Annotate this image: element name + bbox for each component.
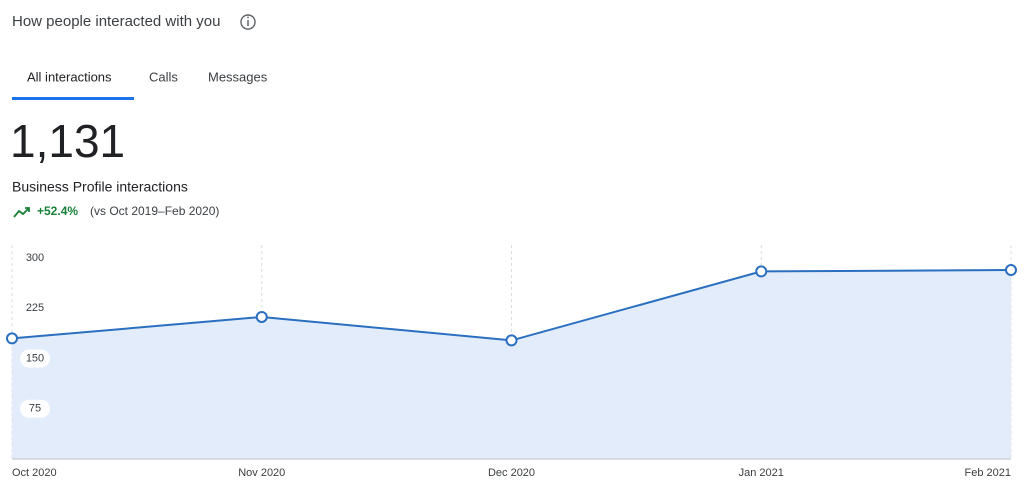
total-label: Business Profile interactions xyxy=(12,179,188,195)
y-tick-label: 150 xyxy=(26,352,44,364)
tab[interactable]: Messages xyxy=(208,69,268,84)
tick-label-bg xyxy=(20,249,50,267)
x-tick-label: Feb 2021 xyxy=(965,467,1011,479)
tab[interactable]: Calls xyxy=(149,69,178,84)
y-tick-label: 75 xyxy=(29,403,41,415)
y-tick-label: 300 xyxy=(26,252,44,264)
tick-label-bg xyxy=(20,349,50,368)
tick-label-bg xyxy=(20,299,50,318)
x-tick-label: Nov 2020 xyxy=(238,467,285,479)
x-tick-label: Dec 2020 xyxy=(488,467,535,479)
point xyxy=(505,334,518,347)
tab-indicator xyxy=(12,97,134,100)
change: +52.4% xyxy=(37,204,78,218)
comparison: (vs Oct 2019–Feb 2020) xyxy=(90,204,219,218)
point xyxy=(1005,264,1017,277)
x-tick-label: Oct 2020 xyxy=(12,467,57,479)
section-title: How people interacted with you xyxy=(12,13,220,30)
tick-label-bg xyxy=(20,399,50,418)
y-tick-label: 225 xyxy=(26,302,44,314)
chart: 75 150 225 300 Oct 2020 Nov 2020 Dec 2020 Jan 2… xyxy=(6,245,1017,479)
point xyxy=(755,265,768,278)
trend-icon xyxy=(25,207,30,212)
trend-icon xyxy=(13,207,30,218)
area xyxy=(12,270,1011,459)
point xyxy=(255,310,268,323)
total-value: 1,131 xyxy=(10,115,125,167)
x-tick-label: Jan 2021 xyxy=(739,467,784,479)
info-icon[interactable] xyxy=(240,14,256,30)
tab[interactable]: All interactions xyxy=(27,69,112,84)
point xyxy=(6,332,18,345)
